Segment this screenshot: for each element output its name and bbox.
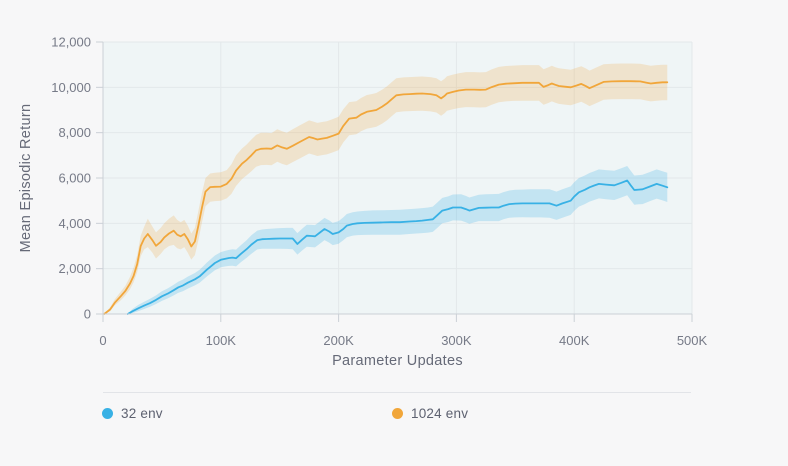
chart-legend: 32 env 1024 env (0, 406, 788, 428)
confidence-band-1024-env (104, 63, 668, 314)
legend-item-32-env[interactable]: 32 env (102, 406, 163, 421)
y-tick-label: 10,000 (51, 80, 91, 95)
x-tick-label: 500K (677, 333, 708, 348)
line-chart: 0 2,000 4,000 6,000 8,000 10,000 12,000 0 100K 20… (51, 35, 707, 349)
series-line-1024-env (103, 80, 669, 315)
y-tick-label: 2,000 (58, 261, 91, 276)
series-line-32-env (126, 179, 669, 315)
legend-label: 1024 env (411, 406, 469, 421)
axes (96, 41, 693, 322)
y-tick-label: 8,000 (58, 125, 91, 140)
y-tick-label: 12,000 (51, 35, 91, 50)
x-tick-label: 400K (559, 333, 590, 348)
legend-divider (103, 392, 691, 393)
x-tick-label: 0 (99, 333, 106, 348)
vertical-gridlines (220, 42, 693, 314)
x-tick-label: 300K (441, 333, 472, 348)
y-axis-title: Mean Episodic Return (18, 103, 34, 253)
horizontal-gridlines (103, 41, 692, 270)
y-tick-labels: 0 2,000 4,000 6,000 8,000 10,000 12,000 (51, 35, 91, 322)
x-tick-label: 200K (323, 333, 354, 348)
y-tick-label: 4,000 (58, 216, 91, 231)
legend-swatch (392, 408, 403, 419)
x-tick-label: 100K (206, 333, 237, 348)
y-tick-label: 6,000 (58, 171, 91, 186)
legend-label: 32 env (121, 406, 163, 421)
legend-item-1024-env[interactable]: 1024 env (392, 406, 468, 421)
x-tick-labels: 0 100K 200K 300K 400K 500K (99, 333, 707, 348)
legend-swatch (102, 408, 113, 419)
y-tick-label: 0 (84, 307, 91, 322)
x-axis-title: Parameter Updates (332, 353, 463, 369)
